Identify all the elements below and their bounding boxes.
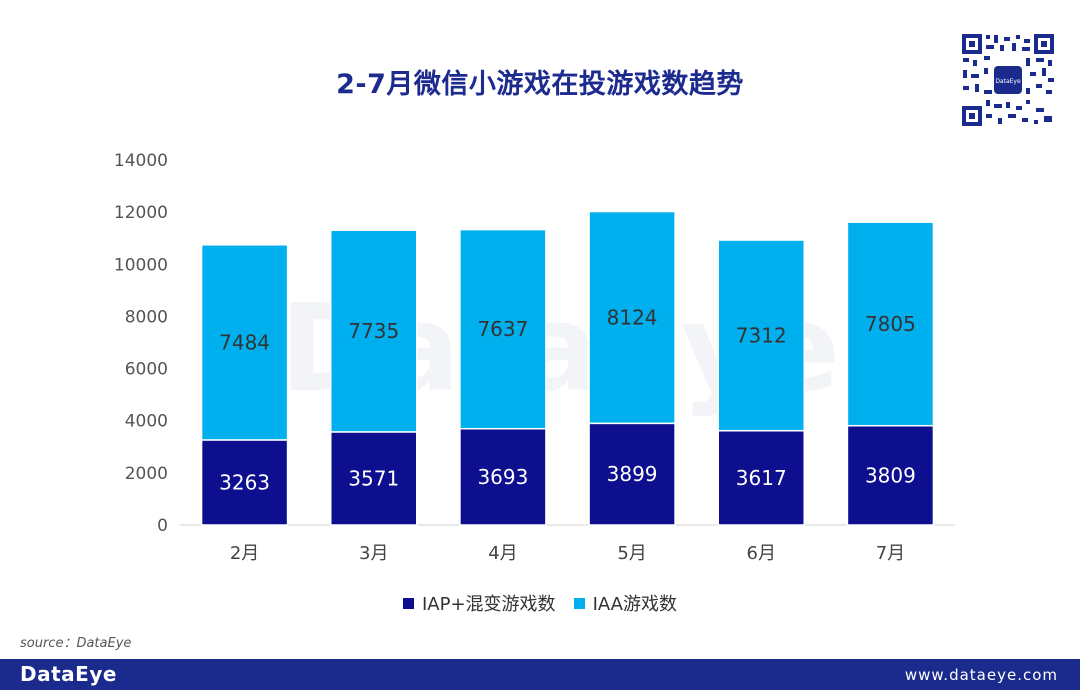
bar-iap-5月 bbox=[588, 422, 676, 526]
y-tick-label: 14000 bbox=[114, 151, 168, 171]
bar-iaa-5月 bbox=[588, 210, 676, 425]
footer-bar: DataEye www.dataeye.com bbox=[0, 659, 1080, 690]
data-label-iaa: 7805 bbox=[865, 312, 916, 336]
y-tick-label: 12000 bbox=[114, 203, 168, 223]
legend-item-iaa: IAA游戏数 bbox=[573, 590, 677, 616]
bar-iap-3月 bbox=[330, 431, 418, 526]
data-label-iap: 3571 bbox=[348, 466, 399, 490]
data-label-iaa: 7637 bbox=[477, 317, 528, 341]
bar-iaa-4月 bbox=[459, 228, 547, 430]
data-label-iaa: 7484 bbox=[219, 330, 270, 354]
x-tick-label: 6月 bbox=[747, 543, 776, 564]
y-tick-label: 4000 bbox=[125, 412, 168, 432]
legend-item-iap: IAP+混变游戏数 bbox=[403, 590, 556, 616]
data-label-iap: 3693 bbox=[477, 465, 528, 489]
x-tick-label: 4月 bbox=[488, 543, 517, 564]
x-tick-label: 2月 bbox=[230, 543, 259, 564]
footer-website: www.dataeye.com bbox=[904, 666, 1058, 684]
x-tick-label: 5月 bbox=[617, 543, 646, 564]
chart-title: 2-7月微信小游戏在投游戏数趋势 bbox=[336, 69, 744, 100]
data-label-iap: 3899 bbox=[607, 462, 658, 486]
x-tick-label: 3月 bbox=[359, 543, 388, 564]
qr-code: DataEye bbox=[960, 32, 1056, 128]
data-label-iap: 3617 bbox=[736, 466, 787, 490]
y-tick-label: 2000 bbox=[125, 464, 168, 484]
bar-iap-2月 bbox=[200, 439, 289, 526]
data-label-iaa: 7312 bbox=[736, 323, 787, 347]
bar-iaa-3月 bbox=[330, 229, 418, 433]
x-tick-label: 7月 bbox=[876, 543, 905, 564]
data-label-iap: 3809 bbox=[865, 463, 916, 487]
y-tick-label: 0 bbox=[157, 516, 168, 536]
source-note: source：DataEye bbox=[20, 636, 132, 651]
bar-iaa-2月 bbox=[200, 244, 289, 441]
footer-brand-logo: DataEye bbox=[20, 662, 117, 686]
bar-iaa-6月 bbox=[717, 239, 805, 432]
y-tick-label: 10000 bbox=[114, 255, 168, 275]
legend-label-iap: IAP+混变游戏数 bbox=[422, 594, 556, 615]
chart-legend: IAP+混变游戏数 IAA游戏数 bbox=[0, 590, 1080, 616]
legend-swatch-iap bbox=[403, 597, 414, 609]
data-label-iaa: 7735 bbox=[348, 319, 399, 343]
data-label-iap: 3263 bbox=[219, 470, 270, 494]
legend-swatch-iaa bbox=[573, 597, 585, 609]
qr-center-logo: DataEye bbox=[995, 78, 1021, 85]
legend-label-iaa: IAA游戏数 bbox=[592, 594, 677, 615]
bar-iaa-7月 bbox=[846, 221, 935, 427]
y-tick-label: 8000 bbox=[125, 307, 168, 327]
bar-iap-4月 bbox=[459, 427, 547, 526]
bar-iap-7月 bbox=[846, 424, 935, 526]
data-label-iaa: 8124 bbox=[607, 305, 658, 329]
y-tick-label: 6000 bbox=[125, 360, 168, 380]
